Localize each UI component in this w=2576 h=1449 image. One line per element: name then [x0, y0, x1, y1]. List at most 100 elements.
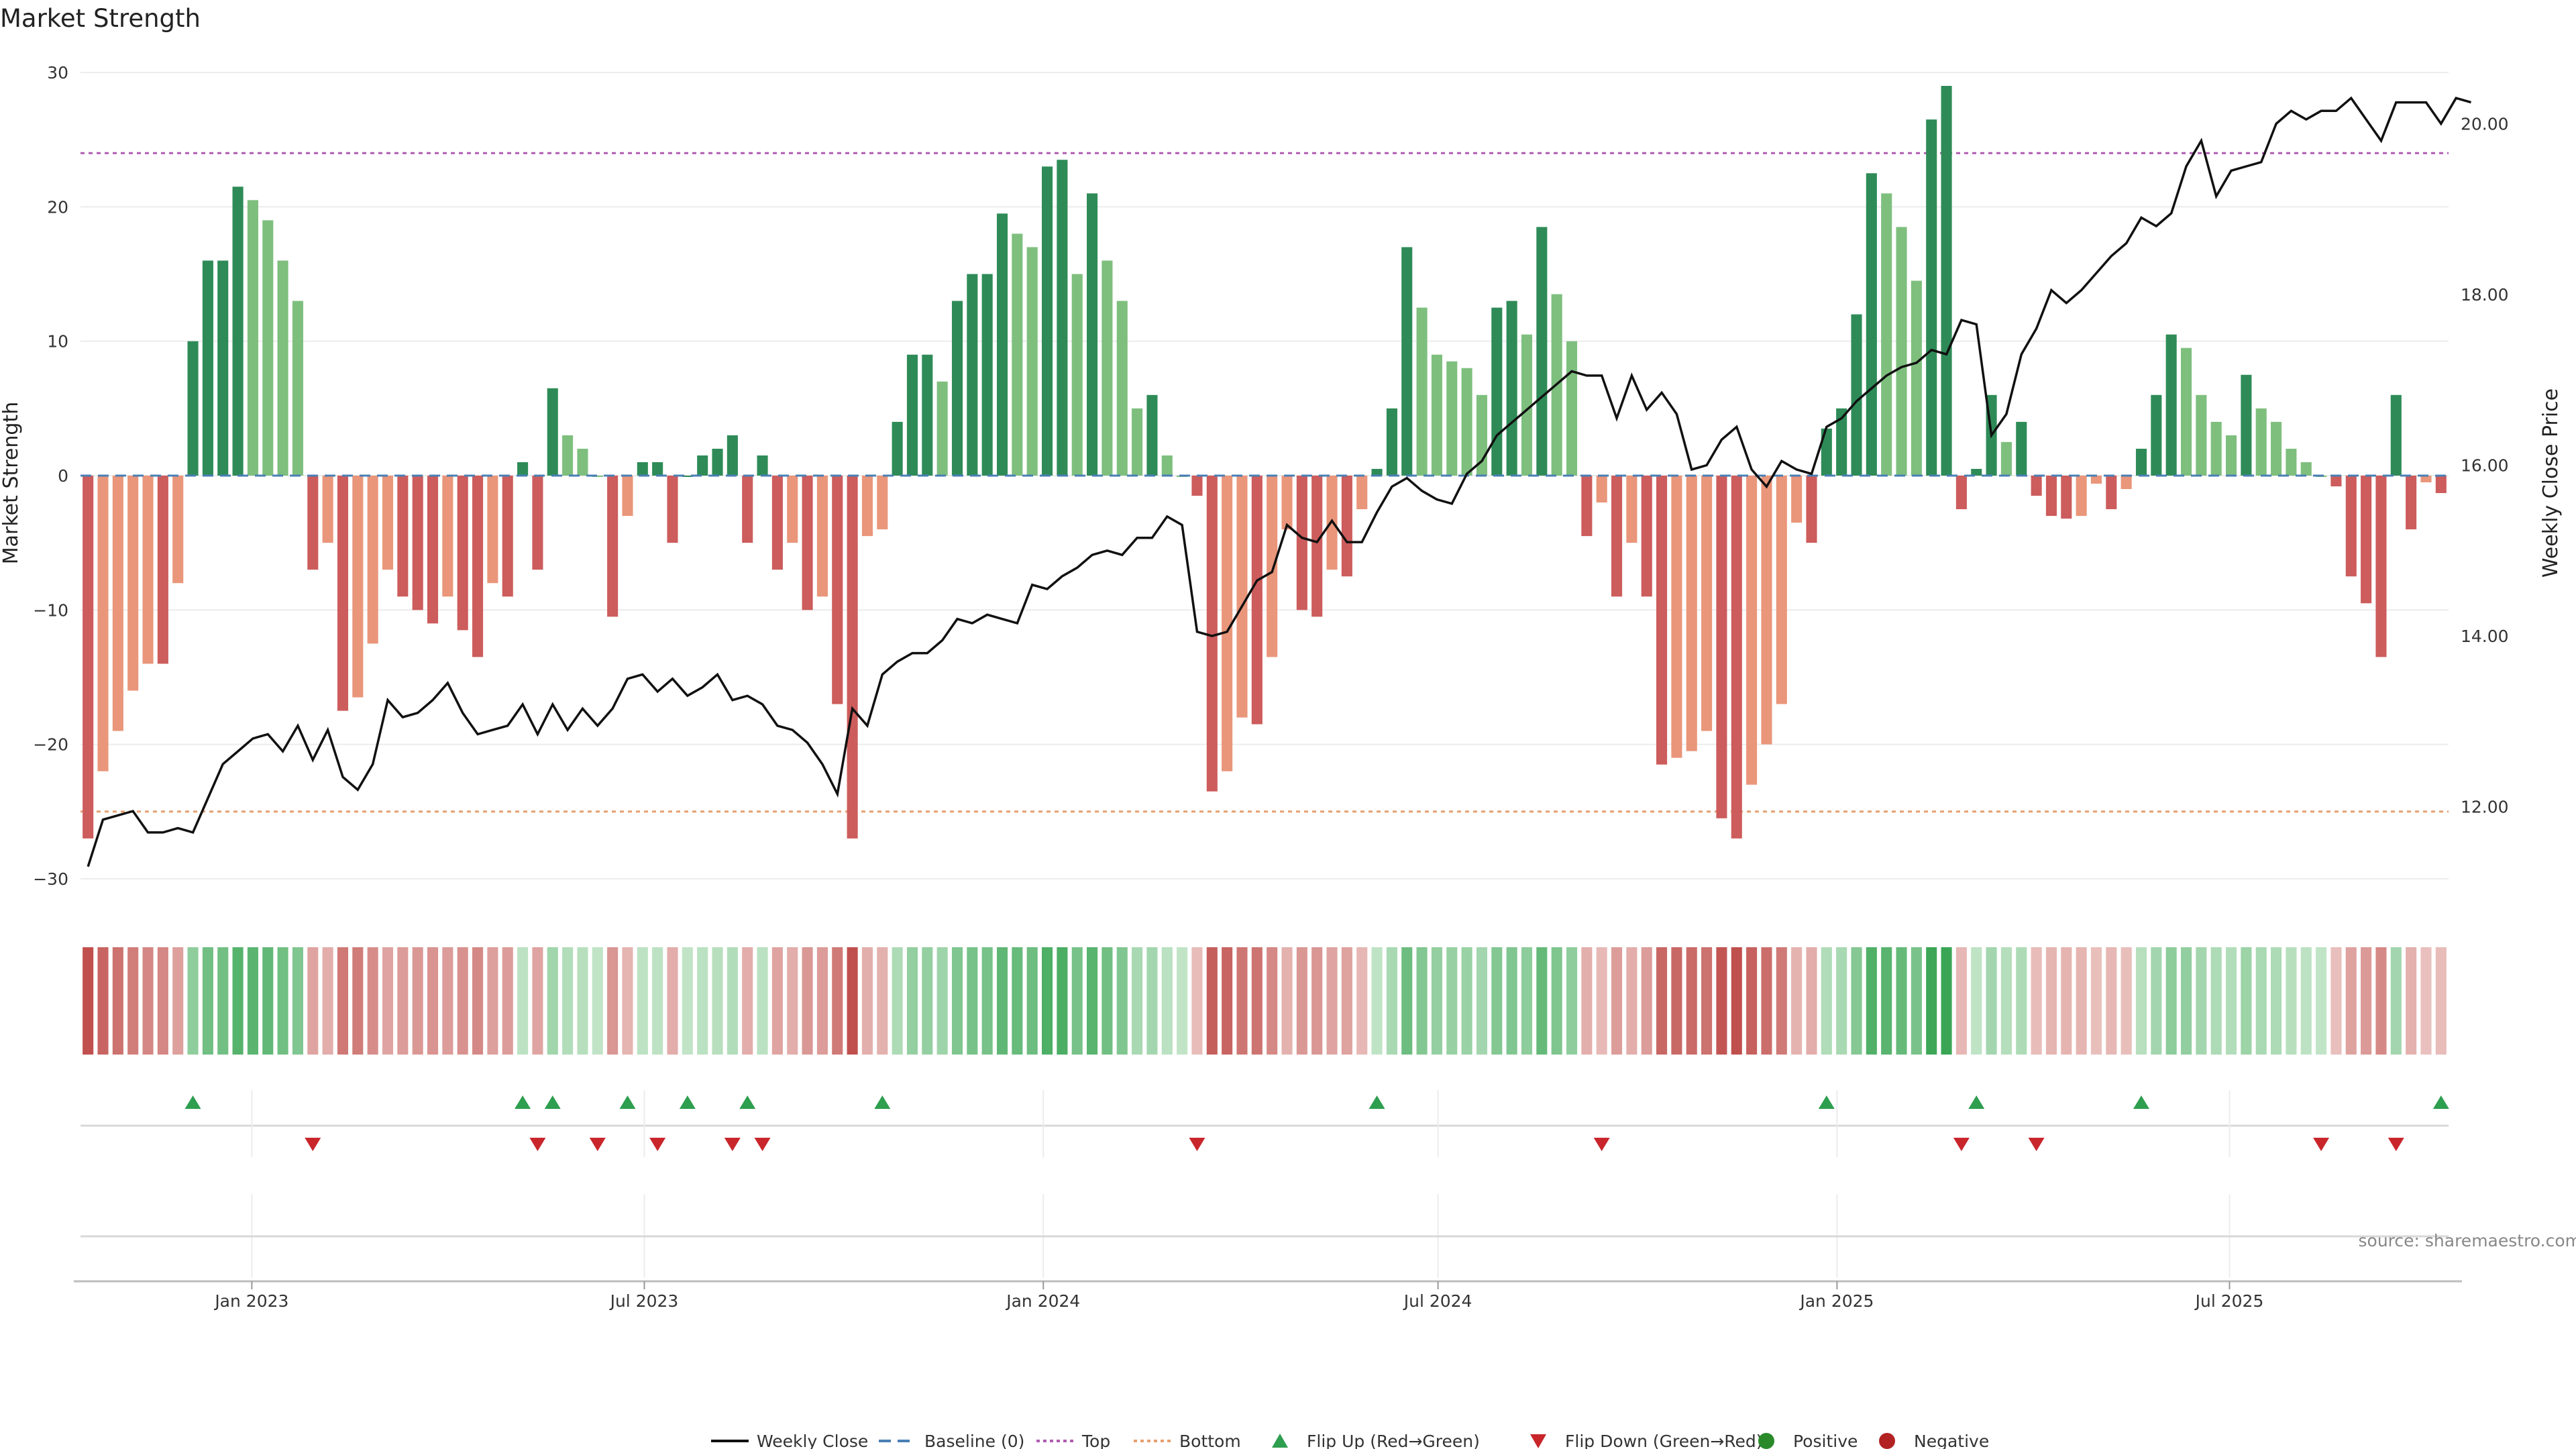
heat-cell: [1281, 947, 1293, 1055]
strength-bar: [2241, 374, 2252, 476]
heat-cell: [1551, 947, 1562, 1055]
heat-cell: [2330, 947, 2342, 1055]
heat-cell: [547, 947, 558, 1055]
heat-cell: [2420, 947, 2432, 1055]
strength-bar: [1881, 193, 1892, 476]
strength-bar: [1087, 193, 1098, 476]
strength-bar: [1955, 475, 1967, 510]
heat-cell: [1341, 947, 1352, 1055]
flip-down-marker: [2028, 1138, 2045, 1151]
heat-cell: [1626, 947, 1638, 1055]
strength-bar: [502, 475, 513, 597]
strength-bar: [2255, 408, 2267, 476]
strength-bar: [2406, 475, 2417, 530]
flip-down-marker: [1189, 1138, 1205, 1151]
heat-cell: [877, 947, 888, 1055]
strength-bar: [352, 475, 364, 698]
strength-bar: [1626, 475, 1638, 543]
heat-cell: [1776, 947, 1787, 1055]
strength-bar: [2330, 475, 2342, 487]
heat-cell: [1116, 947, 1128, 1055]
heat-cell: [1746, 947, 1758, 1055]
left-tick-label: 10: [47, 332, 68, 352]
heat-cell: [487, 947, 498, 1055]
legend-item-top: Top: [1036, 1432, 1110, 1449]
strength-bar: [1371, 468, 1383, 476]
heat-cell: [112, 947, 123, 1055]
strength-bar: [1911, 280, 1922, 476]
strength-bar: [1236, 475, 1248, 718]
heat-cell: [1671, 947, 1682, 1055]
strength-bar: [1386, 408, 1397, 476]
flip-down-marker: [724, 1138, 741, 1151]
strength-bar: [1866, 173, 1877, 476]
x-tick-label: Jan 2023: [213, 1291, 288, 1311]
strength-bar: [2420, 475, 2432, 482]
legend-swatch: [1758, 1433, 1774, 1449]
strength-bar: [1026, 247, 1038, 476]
strength-bar: [292, 301, 303, 476]
strength-bar: [157, 475, 168, 664]
heat-cell: [1296, 947, 1307, 1055]
heat-cell: [322, 947, 333, 1055]
strength-bar: [2135, 448, 2147, 476]
strength-bar: [2016, 421, 2027, 476]
right-axis-ticks: 20.00 18.00 16.00 14.00 12.00: [2461, 114, 2509, 816]
heat-cell: [2076, 947, 2087, 1055]
lower-empty-panel: [74, 1194, 2462, 1283]
heat-cell: [682, 947, 693, 1055]
flip-down-marker: [649, 1138, 666, 1151]
strength-bar: [2076, 475, 2087, 517]
strength-bar: [1926, 119, 1937, 476]
strength-bar: [427, 475, 439, 624]
strength-bar: [1806, 475, 1817, 543]
strength-bar: [1296, 475, 1307, 610]
heat-cell: [622, 947, 633, 1055]
heat-cell: [802, 947, 813, 1055]
heat-cell: [1057, 947, 1068, 1055]
left-tick-label: 0: [58, 466, 68, 486]
heat-cell: [667, 947, 678, 1055]
x-tick-label: Jan 2025: [1799, 1291, 1874, 1311]
strength-bar: [532, 475, 543, 570]
strength-bar: [2061, 475, 2072, 519]
heat-cell: [1851, 947, 1862, 1055]
heat-cell: [892, 947, 903, 1055]
heat-cell: [847, 947, 858, 1055]
strength-bar: [637, 462, 648, 476]
heat-cell: [292, 947, 303, 1055]
strength-bar: [727, 435, 738, 476]
strength-bars: [83, 86, 2447, 839]
strength-bar: [1686, 475, 1697, 751]
heat-cell: [577, 947, 588, 1055]
heat-cell: [1611, 947, 1623, 1055]
heat-cell: [2241, 947, 2252, 1055]
heat-cell: [367, 947, 378, 1055]
heat-cell: [1971, 947, 1982, 1055]
heat-cell: [2151, 947, 2162, 1055]
strength-bar: [1671, 475, 1682, 758]
heat-cell: [1656, 947, 1668, 1055]
heat-cell: [1506, 947, 1517, 1055]
strength-bar: [172, 475, 184, 584]
flip-up-marker: [2133, 1095, 2149, 1109]
heat-cell: [1641, 947, 1652, 1055]
heat-cell: [981, 947, 993, 1055]
left-axis-label: Market Strength: [0, 402, 23, 564]
strength-bar: [2210, 421, 2222, 476]
strength-bar: [1776, 475, 1787, 704]
heat-cell: [1566, 947, 1578, 1055]
heat-cell: [127, 947, 139, 1055]
strength-bar: [1446, 361, 1458, 476]
heat-cell: [2031, 947, 2042, 1055]
legend-label: Top: [1081, 1432, 1110, 1449]
chart-legend: Weekly Close Baseline (0) Top Bottom Flip Up…: [711, 1432, 1989, 1449]
heat-cell: [1476, 947, 1487, 1055]
heat-cell: [2210, 947, 2222, 1055]
strength-bar: [2031, 475, 2042, 496]
threshold-lines: [80, 152, 2449, 813]
flip-up-marker: [544, 1095, 561, 1109]
heat-cell: [861, 947, 873, 1055]
strength-bar: [847, 475, 858, 839]
